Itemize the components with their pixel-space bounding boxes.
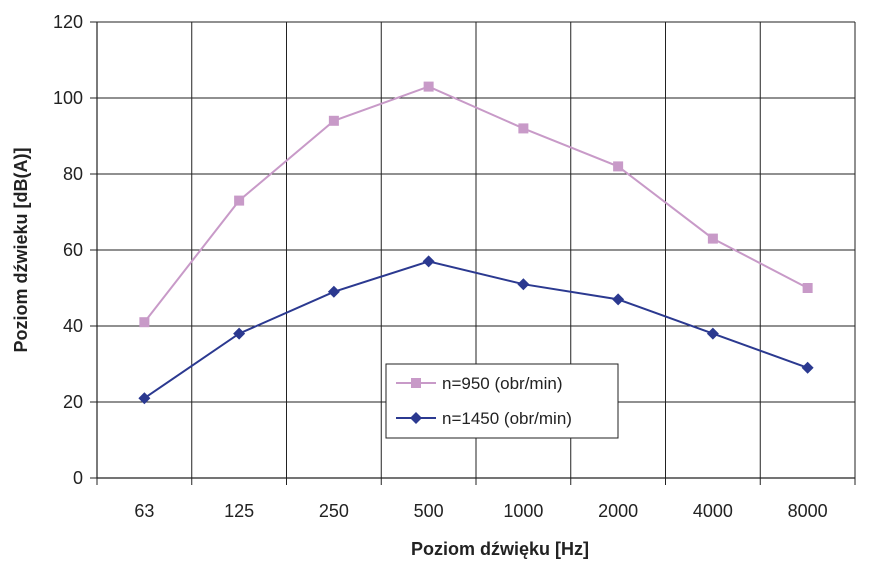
x-tick-label: 4000 <box>693 501 733 521</box>
data-point <box>707 233 718 244</box>
data-point <box>612 293 625 306</box>
series-line <box>143 85 809 323</box>
series-1 <box>139 81 813 328</box>
data-point <box>423 81 434 92</box>
series-2 <box>138 255 814 405</box>
x-tick-labels: 63 125 250 500 1000 2000 4000 8000 <box>134 501 827 521</box>
data-point <box>327 285 340 298</box>
grid <box>97 21 856 478</box>
legend-marker <box>411 378 421 388</box>
data-point <box>517 278 530 291</box>
x-tick-label: 250 <box>319 501 349 521</box>
x-tick-label: 1000 <box>503 501 543 521</box>
data-point <box>234 195 245 206</box>
y-tick-label: 80 <box>63 164 83 184</box>
x-tick-label: 500 <box>414 501 444 521</box>
data-point <box>328 115 339 126</box>
legend: n=950 (obr/min) n=1450 (obr/min) <box>385 363 619 439</box>
data-point <box>802 283 813 293</box>
x-tick-label: 63 <box>134 501 154 521</box>
legend-marker <box>410 412 422 424</box>
y-tick-label: 40 <box>63 316 83 336</box>
series-group <box>138 81 814 405</box>
x-tick-label: 8000 <box>788 501 828 521</box>
data-point <box>613 161 624 172</box>
legend-box <box>385 363 619 439</box>
y-tick-label: 120 <box>53 12 83 32</box>
legend-item: n=1450 (obr/min) <box>396 409 572 428</box>
data-point <box>233 327 246 340</box>
axes <box>90 21 856 485</box>
data-point <box>139 317 150 328</box>
series-line <box>143 260 808 400</box>
y-tick-label: 0 <box>73 468 83 488</box>
legend-item: n=950 (obr/min) <box>396 374 562 393</box>
y-tick-label: 100 <box>53 88 83 108</box>
data-point <box>518 123 529 134</box>
y-tick-label: 20 <box>63 392 83 412</box>
x-tick-label: 125 <box>224 501 254 521</box>
data-point <box>801 361 814 374</box>
data-point <box>706 327 719 340</box>
legend-label: n=950 (obr/min) <box>442 374 562 393</box>
x-axis-title: Poziom dźwięku [Hz] <box>411 539 589 559</box>
y-tick-label: 60 <box>63 240 83 260</box>
data-point <box>422 255 435 268</box>
x-tick-label: 2000 <box>598 501 638 521</box>
legend-label: n=1450 (obr/min) <box>442 409 572 428</box>
data-point <box>138 392 151 405</box>
y-tick-labels: 0 20 40 60 80 100 120 <box>53 12 83 488</box>
y-axis-title: Poziom dźwieku [dB(A)] <box>11 148 31 353</box>
